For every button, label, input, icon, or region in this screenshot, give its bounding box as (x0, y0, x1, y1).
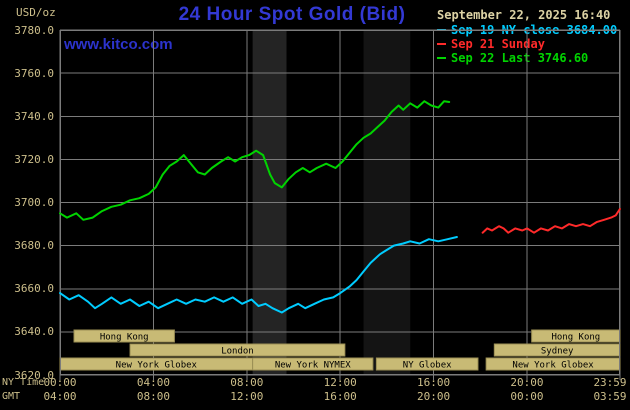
chart-timestamp: September 22, 2025 16:40 (437, 8, 611, 22)
y-tick-label: 3760.0 (14, 66, 54, 80)
y-tick-label: 3620.0 (14, 368, 54, 382)
y-tick-label: 3640.0 (14, 325, 54, 339)
x-tick-label-gmt: 00:00 (510, 390, 544, 403)
x-tick-label-ny: 12:00 (323, 376, 357, 389)
price-line-2 (59, 100, 451, 221)
x-tick-label-gmt: 04:00 (43, 390, 77, 403)
price-line-0 (59, 236, 458, 314)
y-tick-label: 3660.0 (14, 282, 54, 296)
session-label: Hong Kong (100, 333, 149, 343)
legend-dash-icon (437, 43, 446, 45)
legend-item: Sep 22 Last 3746.60 (437, 51, 617, 65)
y-tick-label: 3680.0 (14, 239, 54, 253)
session-label: Sydney (541, 347, 574, 357)
x-tick-label-gmt: 08:00 (136, 390, 170, 403)
chart-title: 24 Hour Spot Gold (Bid) (178, 4, 406, 25)
session-bar (252, 357, 374, 371)
session-bar (375, 357, 479, 371)
x-tick-label-gmt: 03:59 (593, 390, 627, 403)
x-tick-label-ny: 08:00 (230, 376, 264, 389)
plot-border (60, 30, 620, 375)
price-line-1 (481, 208, 621, 234)
y-tick-label: 3720.0 (14, 152, 54, 166)
session-bar (73, 329, 175, 343)
legend-label: Sep 21 Sunday (451, 37, 545, 51)
legend-item: Sep 21 Sunday (437, 37, 617, 51)
x-tick-label-ny: 23:59 (593, 376, 627, 389)
x-tick-label-ny: 16:00 (417, 376, 451, 389)
x-tick-label-ny: 00:00 (43, 376, 77, 389)
y-tick-label: 3780.0 (14, 23, 54, 37)
x-axis-ny-time-label: NY Time (2, 377, 45, 388)
session-label: London (221, 347, 254, 357)
legend-dash-icon (437, 57, 446, 59)
session-bar (129, 343, 346, 357)
kitco-website-link[interactable]: www.kitco.com (64, 36, 173, 53)
y-tick-label: 3740.0 (14, 109, 54, 123)
gold-chart-svg: Hong Kong Hong Kong London Sydney New York G… (59, 29, 621, 380)
legend-label: Sep 22 Last 3746.60 (451, 51, 589, 65)
y-tick-label: 3700.0 (14, 196, 54, 209)
session-label: NY Globex (403, 361, 452, 371)
y-axis-unit-label: USD/oz (16, 6, 56, 19)
session-label: New York Globex (116, 361, 198, 371)
x-axis-gmt-label: GMT (2, 391, 21, 402)
x-tick-label-gmt: 16:00 (323, 390, 357, 403)
x-tick-label-ny: 20:00 (510, 376, 544, 389)
session-label: New York Globex (512, 361, 594, 371)
x-tick-label-ny: 04:00 (136, 376, 170, 389)
x-tick-label-gmt: 20:00 (417, 390, 451, 403)
session-label: Hong Kong (551, 333, 600, 343)
x-tick-label-gmt: 12:00 (230, 390, 264, 403)
session-label: New York NYMEX (275, 361, 351, 371)
